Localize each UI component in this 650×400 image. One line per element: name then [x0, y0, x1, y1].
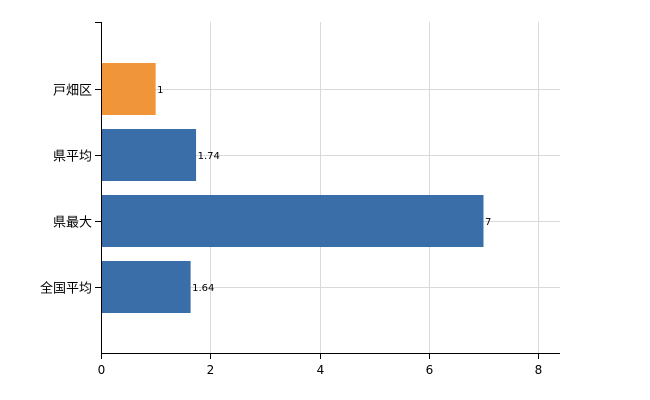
axes [95, 22, 560, 359]
x-tick-label-3: 6 [426, 363, 434, 377]
x-tick-label-1: 2 [207, 363, 215, 377]
x-tick-label-0: 0 [98, 363, 106, 377]
bar-0[interactable] [101, 63, 156, 115]
category-label-3: 全国平均 [40, 281, 92, 297]
bar-1[interactable] [101, 129, 197, 181]
bar-value-label-0: 1 [157, 85, 163, 96]
bars [101, 63, 484, 313]
x-tick-label-4: 8 [535, 363, 543, 377]
bar-value-label-2: 7 [485, 217, 491, 228]
bar-2[interactable] [101, 195, 484, 247]
x-tick-label-2: 4 [317, 363, 325, 377]
category-label-0: 戸畑区 [53, 84, 92, 99]
category-label-2: 県最大 [53, 216, 92, 231]
category-label-1: 県平均 [53, 150, 92, 165]
bar-3[interactable] [101, 261, 191, 313]
bar-value-label-3: 1.64 [192, 283, 214, 294]
bar-value-label-1: 1.74 [198, 151, 220, 162]
